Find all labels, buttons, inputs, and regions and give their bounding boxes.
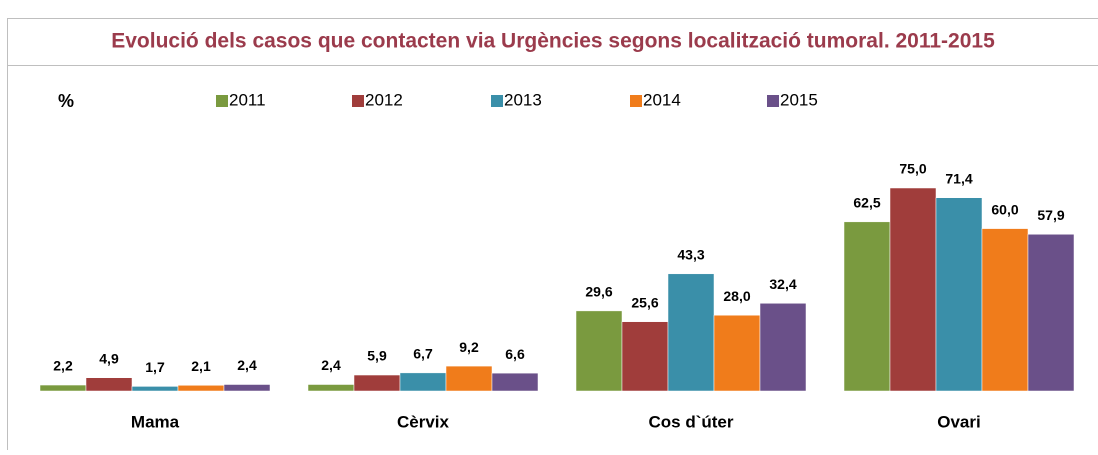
chart-title: Evolució dels casos que contacten via Ur… <box>111 30 995 53</box>
bar <box>1028 234 1074 391</box>
bar <box>982 229 1028 391</box>
bar <box>890 188 936 391</box>
legend-swatch <box>630 95 642 107</box>
data-label: 2,2 <box>53 358 73 374</box>
bar <box>446 366 492 391</box>
data-label: 60,0 <box>991 201 1018 217</box>
bar <box>622 322 668 391</box>
bar <box>844 222 890 391</box>
bar <box>224 385 270 391</box>
bar <box>132 386 178 391</box>
data-label: 71,4 <box>945 170 972 186</box>
data-label: 2,1 <box>191 358 211 374</box>
data-label: 6,7 <box>413 346 433 362</box>
legend-label: 2012 <box>365 90 403 109</box>
data-label: 75,0 <box>899 161 926 177</box>
data-label: 1,7 <box>145 359 165 375</box>
legend-label: 2013 <box>504 90 542 109</box>
data-label: 25,6 <box>631 294 658 310</box>
x-tick-label: Cèrvix <box>397 412 450 431</box>
y-axis-label: % <box>58 91 74 111</box>
bar <box>714 315 760 391</box>
data-label: 4,9 <box>99 350 119 366</box>
data-label: 2,4 <box>321 357 341 373</box>
legend-swatch <box>767 95 779 107</box>
data-label: 6,6 <box>505 346 525 362</box>
data-label: 57,9 <box>1037 207 1064 223</box>
bar <box>86 378 132 391</box>
bar <box>400 373 446 391</box>
bar <box>40 385 86 391</box>
legend-swatch <box>216 95 228 107</box>
legend-swatch <box>491 95 503 107</box>
legend-swatch <box>352 95 364 107</box>
data-label: 2,4 <box>237 357 257 373</box>
bar <box>354 375 400 391</box>
data-label: 62,5 <box>853 195 880 211</box>
x-tick-label: Mama <box>131 412 180 431</box>
legend-label: 2011 <box>229 90 266 109</box>
bar <box>576 311 622 391</box>
data-label: 43,3 <box>677 247 704 263</box>
bar <box>308 385 354 391</box>
bar <box>760 303 806 391</box>
legend-label: 2014 <box>643 90 681 109</box>
bar <box>668 274 714 391</box>
bar <box>492 373 538 391</box>
data-label: 29,6 <box>585 284 612 300</box>
data-label: 5,9 <box>367 348 387 364</box>
bar <box>936 198 982 391</box>
data-label: 32,4 <box>769 276 796 292</box>
legend-label: 2015 <box>780 90 818 109</box>
data-label: 28,0 <box>723 288 750 304</box>
x-tick-label: Cos d`úter <box>649 412 734 431</box>
data-label: 9,2 <box>459 339 479 355</box>
bar <box>178 385 224 391</box>
x-tick-label: Ovari <box>937 412 980 431</box>
